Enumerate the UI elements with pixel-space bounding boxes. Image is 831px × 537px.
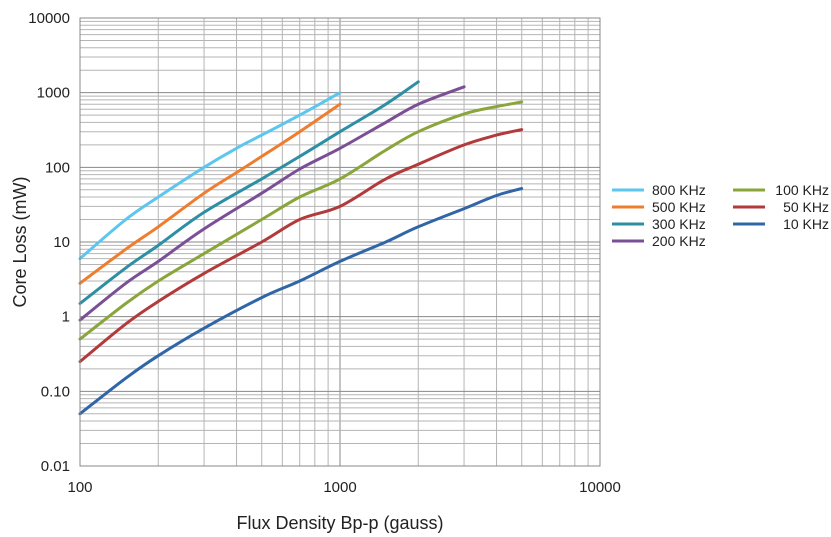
legend-label: 300 KHz [652,216,706,232]
y-tick-label: 0.10 [41,383,70,400]
legend-label: 100 KHz [775,182,829,198]
x-tick-label: 1000 [323,479,356,496]
legend-label: 800 KHz [652,182,706,198]
series-line-500-khz [78,102,342,285]
series-lines [78,80,524,416]
series-line-200-khz [78,85,466,322]
plot-frame [79,17,601,467]
series-line-50-khz [78,128,524,364]
series-line-800-khz [78,91,342,261]
series-line-300-khz [78,80,420,305]
y-tick-label: 10000 [28,10,70,27]
y-tick-label: 100 [45,159,70,176]
y-tick-label: 1 [62,309,70,326]
legend-label: 50 KHz [783,199,829,215]
x-axis-title: Flux Density Bp-p (gauss) [236,513,443,533]
y-tick-label: 0.01 [41,458,70,475]
series-line-10-khz [78,187,524,416]
series-line-100-khz [78,100,524,341]
legend-label: 500 KHz [652,199,706,215]
legend-label: 10 KHz [783,216,829,232]
y-tick-label: 10 [53,234,70,251]
y-tick-labels: 0.01 0.10 1 10 100 1000 10000 [28,10,70,475]
y-axis-title: Core Loss (mW) [10,176,30,307]
x-tick-label: 10000 [579,479,621,496]
grid [79,18,600,467]
legend-label: 200 KHz [652,233,706,249]
x-tick-labels: 100 1000 10000 [67,479,620,496]
x-tick-label: 100 [67,479,92,496]
y-tick-label: 1000 [37,85,70,102]
